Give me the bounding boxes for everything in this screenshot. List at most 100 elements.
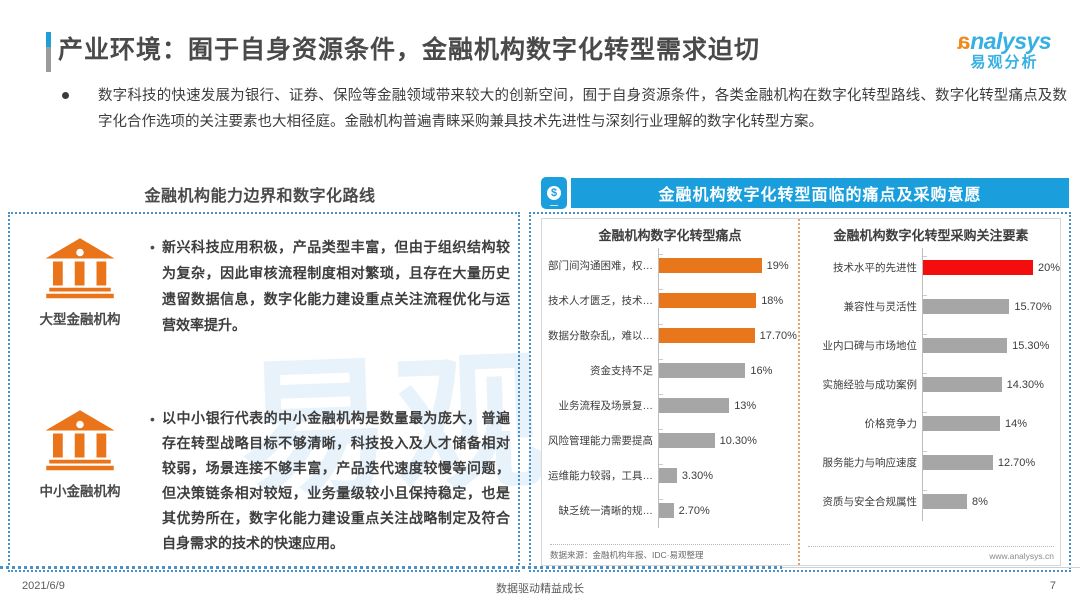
bar-row: 服务能力与响应速度 12.70% xyxy=(806,443,1056,482)
axis-tick xyxy=(659,463,663,465)
sub-bullet-icon: • xyxy=(150,239,155,255)
axis-tick xyxy=(659,393,663,395)
axis-tick xyxy=(923,255,927,257)
analysys-logo: analysys 易观分析 xyxy=(947,28,1062,76)
axis-tick xyxy=(659,253,663,255)
bar-track: 10.30% xyxy=(658,423,792,458)
axis-tick xyxy=(659,358,663,360)
footer-page-number: 7 xyxy=(1049,580,1056,592)
logo-main-text: nalysys xyxy=(970,28,1052,54)
bar-fill xyxy=(659,503,674,518)
axis-tick xyxy=(659,288,663,290)
sub-bullet-icon: • xyxy=(150,411,155,427)
bar-row: 运维能力较弱，工具… 3.30% xyxy=(548,458,792,493)
institution-icon-col: 大型金融机构 xyxy=(10,222,150,328)
bar-value-label: 14.30% xyxy=(1006,378,1044,391)
left-section-subtitle: 金融机构能力边界和数字化路线 xyxy=(144,188,376,205)
bar-value-label: 19% xyxy=(766,259,789,272)
chart-procurement-factors: 金融机构数字化转型采购关注要素 技术水平的先进性 20% 兼容性与灵活性 15.70%… xyxy=(798,219,1062,565)
institution-text-col: • 以中小银行代表的中小金融机构是数量最为庞大，普遍存在转型战略目标不够清晰，科… xyxy=(150,394,522,556)
logo-subtitle: 易观分析 xyxy=(970,54,1039,71)
axis-tick xyxy=(659,498,663,500)
bar-category-label: 资金支持不足 xyxy=(590,365,653,377)
bar-fill xyxy=(659,398,730,413)
bar-row: 风险管理能力需要提高 10.30% xyxy=(548,423,792,458)
bar-category-label: 服务能力与响应速度 xyxy=(822,457,918,469)
bar-track: 17.70% xyxy=(658,318,797,353)
bar-track: 15.30% xyxy=(922,326,1056,365)
bar-track: 2.70% xyxy=(658,493,792,528)
institution-label: 中小金融机构 xyxy=(39,484,121,499)
bar-category-label: 兼容性与灵活性 xyxy=(843,301,918,313)
bar-value-label: 15.30% xyxy=(1012,339,1050,352)
footer-date: 2021/6/9 xyxy=(22,580,65,592)
badge-home-bar xyxy=(550,204,558,206)
bar-track: 14% xyxy=(922,404,1056,443)
bar-category-label: 运维能力较弱，工具… xyxy=(548,470,653,482)
axis-tick xyxy=(923,372,927,374)
chart-source-note: 数据来源：金融机构年报、IDC·易观整理 xyxy=(550,544,790,561)
bank-building-icon xyxy=(45,410,115,471)
bar-fill xyxy=(659,433,715,448)
bar-value-label: 8% xyxy=(972,495,988,508)
institution-description: 新兴科技应用积极，产品类型丰富，但由于组织结构较为复杂，因此审核流程制度相对繁琐… xyxy=(162,239,510,333)
bar-fill xyxy=(659,328,755,343)
bar-value-label: 12.70% xyxy=(997,456,1036,469)
intro-paragraph: 数字科技的快速发展为银行、证券、保险等金融领域带来较大的创新空间，囿于自身资源条… xyxy=(62,84,1067,135)
bar-row: 业内口碑与市场地位 15.30% xyxy=(806,326,1056,365)
bar-track: 8% xyxy=(922,482,1056,521)
bar-fill xyxy=(923,494,967,509)
bar-fill xyxy=(923,299,1010,314)
axis-tick xyxy=(923,489,927,491)
right-panel-header: $ 金融机构数字化转型面临的痛点及采购意愿 xyxy=(541,177,1069,209)
bar-value-label: 20% xyxy=(1038,261,1061,274)
footer-divider-right xyxy=(782,567,1080,568)
bar-row: 技术人才匮乏，技术… 18% xyxy=(548,283,792,318)
bar-value-label: 2.70% xyxy=(678,504,710,517)
bar-fill xyxy=(923,455,993,470)
bar-value-label: 13% xyxy=(734,399,757,412)
charts-container: 金融机构数字化转型痛点 部门间沟通困难，权… 19% 技术人才匮乏，技术… 18% 数据… xyxy=(541,218,1061,566)
bar-track: 18% xyxy=(658,283,792,318)
slide-header: 产业环境：囿于自身资源条件，金融机构数字化转型需求迫切 analysys 易观分… xyxy=(0,14,1080,74)
bar-track: 19% xyxy=(658,248,792,283)
bar-list: 技术水平的先进性 20% 兼容性与灵活性 15.70% 业内口碑与市场地位 15.30% 实… xyxy=(806,248,1060,521)
bar-value-label: 3.30% xyxy=(681,469,714,482)
right-panel-title: 金融机构数字化转型面临的痛点及采购意愿 xyxy=(571,178,1069,208)
title-accent-bar xyxy=(46,32,51,72)
bar-category-label: 风险管理能力需要提高 xyxy=(548,435,653,447)
bar-category-label: 技术人才匮乏，技术… xyxy=(548,295,653,307)
axis-tick xyxy=(923,411,927,413)
footer-divider xyxy=(0,566,782,569)
mobile-payment-icon: $ xyxy=(541,177,567,209)
chart-pain-points: 金融机构数字化转型痛点 部门间沟通困难，权… 19% 技术人才匮乏，技术… 18% 数据… xyxy=(542,219,798,565)
logo-wordmark: analysys xyxy=(947,28,1062,54)
bullet-dot-icon xyxy=(62,92,69,99)
bar-row: 实施经验与成功案例 14.30% xyxy=(806,365,1056,404)
axis-tick xyxy=(923,294,927,296)
bar-category-label: 缺乏统一清晰的规… xyxy=(558,505,654,517)
bar-row: 数据分散杂乱，难以… 17.70% xyxy=(548,318,797,353)
bar-fill xyxy=(923,338,1008,353)
badge-currency-glyph: $ xyxy=(547,186,561,200)
bar-fill xyxy=(923,377,1002,392)
bar-value-label: 17.70% xyxy=(759,329,797,342)
bar-row: 价格竞争力 14% xyxy=(806,404,1056,443)
chart-title: 金融机构数字化转型痛点 xyxy=(598,228,742,243)
page-title: 产业环境：囿于自身资源条件，金融机构数字化转型需求迫切 xyxy=(58,36,761,64)
axis-tick xyxy=(659,428,663,430)
bar-category-label: 数据分散杂乱，难以… xyxy=(548,330,653,342)
bar-track: 14.30% xyxy=(922,365,1056,404)
chart-title: 金融机构数字化转型采购关注要素 xyxy=(833,228,1029,243)
intro-text: 数字科技的快速发展为银行、证券、保险等金融领域带来较大的创新空间，囿于自身资源条… xyxy=(98,88,1067,130)
bar-fill xyxy=(923,416,1000,431)
bar-track: 12.70% xyxy=(922,443,1056,482)
bar-category-label: 业内口碑与市场地位 xyxy=(822,340,918,352)
bar-row: 部门间沟通困难，权… 19% xyxy=(548,248,792,283)
axis-tick xyxy=(923,450,927,452)
axis-tick xyxy=(659,323,663,325)
bar-category-label: 部门间沟通困难，权… xyxy=(548,260,653,272)
bank-building-icon xyxy=(45,238,115,299)
bar-category-label: 实施经验与成功案例 xyxy=(822,379,918,391)
